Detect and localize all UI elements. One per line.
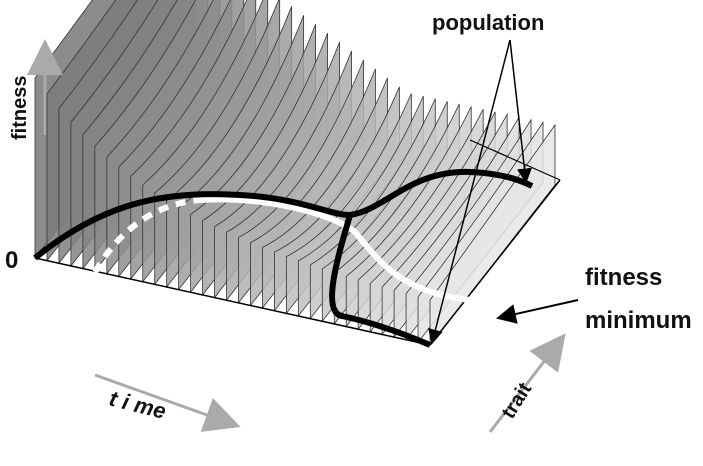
minimum-arrow — [498, 300, 578, 318]
fitness-axis-label: fitness — [9, 76, 31, 140]
time-label: t i me — [107, 386, 169, 424]
minimum-label: fitness — [585, 264, 662, 291]
origin-label: 0 — [5, 247, 18, 274]
minimum-label: minimum — [585, 307, 692, 334]
population-label: population — [432, 10, 544, 35]
figure: population fitness 0 fitness minimum t i… — [0, 0, 703, 466]
